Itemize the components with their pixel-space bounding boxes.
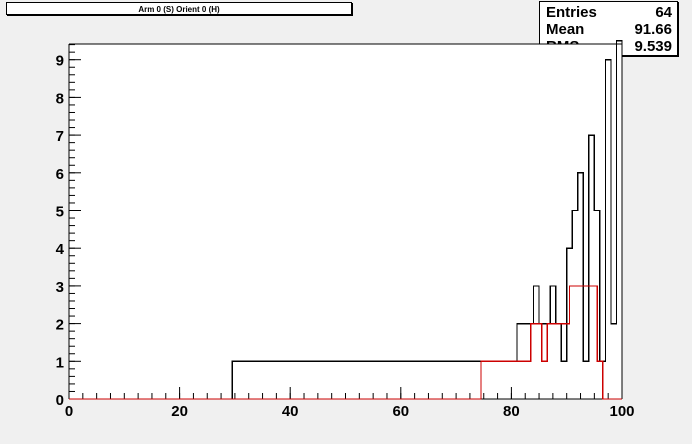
x-tick-label: 80 xyxy=(503,403,520,420)
mean-label: Mean xyxy=(546,21,585,38)
mean-value: 91.66 xyxy=(634,21,672,38)
y-tick-label: 6 xyxy=(56,166,64,183)
y-tick-label: 7 xyxy=(56,128,64,145)
plot-area xyxy=(69,44,622,399)
x-tick-label: 60 xyxy=(392,403,409,420)
x-tick-label: 100 xyxy=(609,403,634,420)
histogram-title: Arm 0 (S) Orient 0 (H) xyxy=(6,2,352,15)
y-tick-label: 1 xyxy=(56,354,64,371)
y-tick-label: 3 xyxy=(56,279,64,296)
histogram-series-0 xyxy=(69,40,623,400)
x-tick-label: 40 xyxy=(282,403,299,420)
x-tick-label: 20 xyxy=(171,403,188,420)
rms-value: 9.539 xyxy=(634,38,672,55)
entries-label: Entries xyxy=(546,4,597,21)
entries-value: 64 xyxy=(655,4,672,21)
y-tick-label: 4 xyxy=(56,241,65,258)
y-tick-label: 5 xyxy=(56,204,64,221)
stats-row-entries: Entries 64 xyxy=(546,4,672,21)
y-tick-label: 2 xyxy=(56,317,64,334)
histogram-series-1 xyxy=(69,285,622,400)
y-tick-label: 8 xyxy=(56,90,64,107)
stats-row-mean: Mean 91.66 xyxy=(546,21,672,38)
y-tick-label: 0 xyxy=(56,392,64,409)
x-tick-label: 0 xyxy=(65,403,73,420)
y-tick-label: 9 xyxy=(56,53,64,70)
